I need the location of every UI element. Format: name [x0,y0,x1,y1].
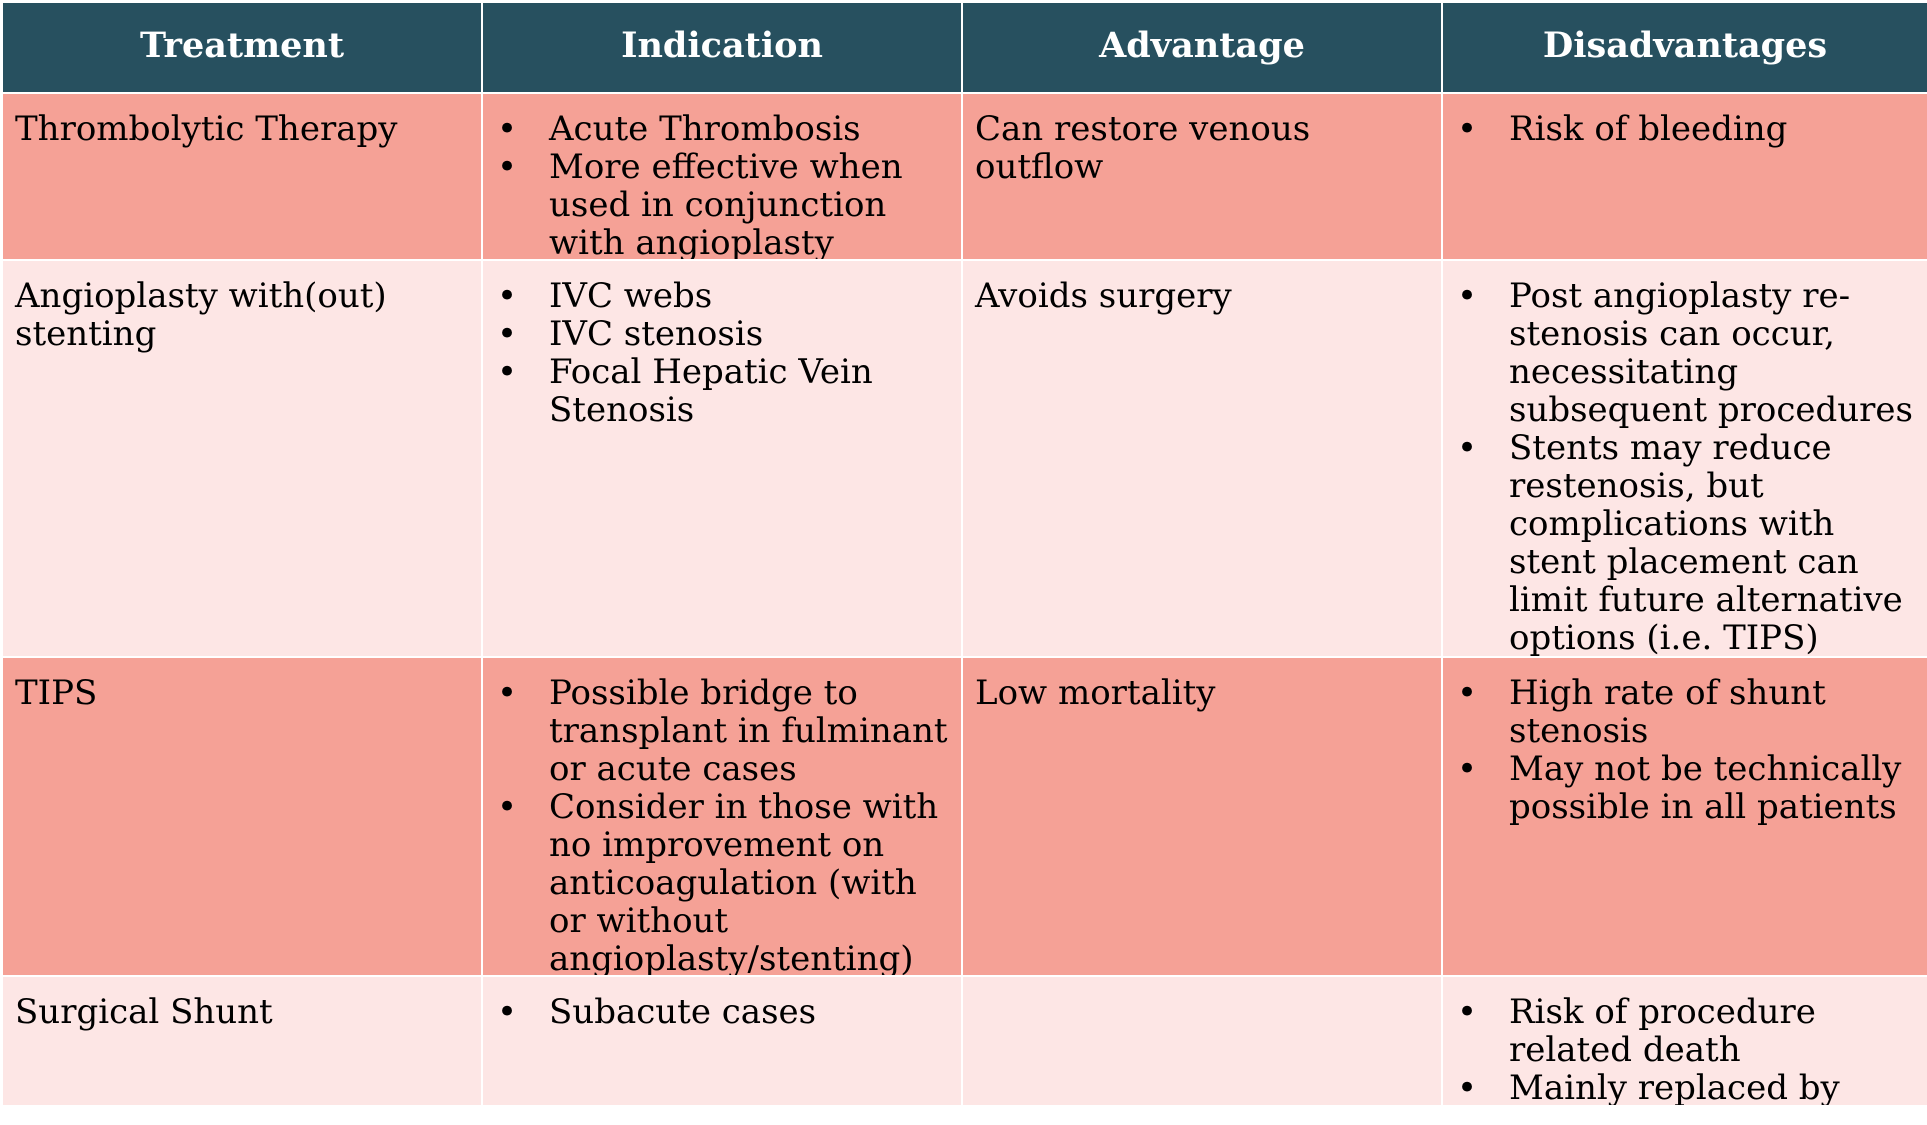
disadvantage-text: Risk of bleeding [1509,109,1788,149]
bullet-icon: • [1457,1068,1478,1107]
disadvantages-cell: • High rate of shunt stenosis • May not be… [1443,658,1927,977]
indication-text: Possible bridge to transplant in fulmina… [549,673,948,789]
indication-text: Consider in those with no improvement on… [549,787,939,977]
list-item: • Stents may reduce restenosis, but compl… [1455,428,1915,658]
indication-text: Subacute cases [549,992,817,1032]
header-disadvantages: Disadvantages [1443,3,1927,94]
bullet-icon: • [1457,109,1478,149]
list-item: • Mainly replaced by TIPS [1455,1068,1915,1107]
indication-cell: • IVC webs • IVC stenosis • Focal Hepatic V… [483,261,963,658]
disadvantages-list: • Risk of bleeding [1455,110,1915,148]
bullet-icon: • [497,276,518,316]
indication-text: Acute Thrombosis [549,109,861,149]
treatment-cell: Angioplasty with(out) stenting [3,261,483,658]
indication-cell: • Acute Thrombosis • More effective when u… [483,94,963,261]
disadvantages-list: • Risk of procedure related death • Mainly… [1455,993,1915,1107]
disadvantages-list: • High rate of shunt stenosis • May not be… [1455,674,1915,826]
indication-cell: • Subacute cases [483,977,963,1107]
indication-cell: • Possible bridge to transplant in fulmin… [483,658,963,977]
bullet-icon: • [497,109,518,149]
treatment-cell: TIPS [3,658,483,977]
header-treatment: Treatment [3,3,483,94]
list-item: • Focal Hepatic Vein Stenosis [495,353,949,429]
indication-text: Focal Hepatic Vein Stenosis [549,352,873,430]
list-item: • Post angioplasty re-stenosis can occur,… [1455,277,1915,429]
treatment-cell: Thrombolytic Therapy [3,94,483,261]
advantage-cell [963,977,1443,1107]
disadvantage-text: Mainly replaced by TIPS [1509,1068,1840,1107]
indication-text: IVC webs [549,276,713,316]
disadvantages-cell: • Risk of bleeding [1443,94,1927,261]
bullet-icon: • [1457,673,1478,713]
indication-list: • Acute Thrombosis • More effective when u… [495,110,949,261]
indication-text: IVC stenosis [549,314,764,354]
bullet-icon: • [1457,428,1478,468]
list-item: • High rate of shunt stenosis [1455,674,1915,750]
bullet-icon: • [497,352,518,392]
list-item: • Subacute cases [495,993,949,1031]
list-item: • Acute Thrombosis [495,110,949,148]
list-item: • Possible bridge to transplant in fulmin… [495,674,949,788]
bullet-icon: • [497,787,518,827]
advantage-cell: Avoids surgery [963,261,1443,658]
list-item: • Risk of bleeding [1455,110,1915,148]
list-item: • IVC webs [495,277,949,315]
disadvantage-text: Stents may reduce restenosis, but compli… [1509,428,1903,658]
disadvantages-cell: • Risk of procedure related death • Mainly… [1443,977,1927,1107]
indication-list: • Possible bridge to transplant in fulmin… [495,674,949,977]
bullet-icon: • [497,314,518,354]
list-item: • May not be technically possible in all … [1455,750,1915,826]
bullet-icon: • [497,147,518,187]
disadvantage-text: Risk of procedure related death [1509,992,1816,1070]
header-advantage: Advantage [963,3,1443,94]
list-item: • Risk of procedure related death [1455,993,1915,1069]
disadvantages-cell: • Post angioplasty re-stenosis can occur,… [1443,261,1927,658]
indication-list: • Subacute cases [495,993,949,1031]
disadvantages-list: • Post angioplasty re-stenosis can occur,… [1455,277,1915,658]
bullet-icon: • [1457,749,1478,789]
treatment-cell: Surgical Shunt [3,977,483,1107]
header-indication: Indication [483,3,963,94]
indication-list: • IVC webs • IVC stenosis • Focal Hepatic V… [495,277,949,429]
bullet-icon: • [497,673,518,713]
list-item: • IVC stenosis [495,315,949,353]
advantage-cell: Can restore venous outflow [963,94,1443,261]
list-item: • More effective when used in conjunction… [495,147,949,261]
bullet-icon: • [497,992,518,1032]
treatment-table: Treatment Indication Advantage Disadvant… [3,3,1927,1107]
disadvantage-text: May not be technically possible in all p… [1509,749,1902,827]
bullet-icon: • [1457,992,1478,1032]
disadvantage-text: High rate of shunt stenosis [1509,673,1826,751]
indication-text: More effective when used in conjunction … [549,147,903,261]
advantage-cell: Low mortality [963,658,1443,977]
bullet-icon: • [1457,276,1478,316]
disadvantage-text: Post angioplasty re-stenosis can occur, … [1509,276,1913,430]
list-item: • Consider in those with no improvement o… [495,787,949,977]
